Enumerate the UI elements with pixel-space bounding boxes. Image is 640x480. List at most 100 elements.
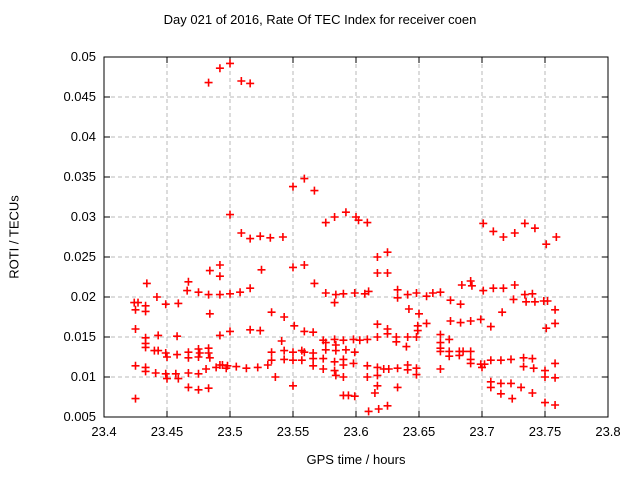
data-point-marker — [541, 398, 549, 407]
data-point-marker — [161, 349, 170, 357]
data-point-marker — [476, 315, 485, 324]
data-point-marker — [319, 354, 328, 363]
data-point-marker — [350, 289, 359, 297]
data-point-marker — [373, 381, 382, 390]
data-point-marker — [363, 373, 372, 381]
data-point-marker — [131, 325, 140, 333]
data-point-marker — [341, 208, 350, 217]
data-point-marker — [202, 365, 211, 373]
y-tick-label: 0.01 — [71, 369, 96, 384]
data-point-marker — [330, 357, 339, 366]
data-point-marker — [163, 353, 171, 361]
data-point-marker — [543, 297, 552, 305]
data-point-marker — [383, 248, 392, 257]
data-point-marker — [134, 298, 143, 307]
data-point-marker — [506, 379, 515, 388]
data-point-marker — [529, 364, 538, 373]
data-point-marker — [519, 353, 528, 362]
data-point-marker — [392, 337, 401, 346]
y-tick-label: 0.015 — [63, 329, 96, 344]
data-point-marker — [363, 218, 372, 227]
data-point-marker — [551, 373, 560, 382]
data-point-marker — [174, 374, 183, 383]
data-point-marker — [321, 289, 330, 297]
data-point-marker — [402, 342, 411, 351]
data-point-marker — [446, 296, 455, 305]
data-point-marker — [393, 285, 402, 294]
data-point-marker — [215, 331, 224, 340]
data-point-marker — [370, 389, 379, 397]
data-point-marker — [486, 356, 495, 365]
data-point-marker — [236, 288, 245, 297]
data-point-marker — [510, 229, 519, 237]
data-point-marker — [263, 361, 272, 369]
data-point-marker — [194, 353, 203, 361]
y-tick-label: 0.05 — [71, 49, 96, 64]
x-tick-label: 23.55 — [277, 424, 310, 439]
data-point-marker — [355, 336, 364, 345]
data-point-marker — [466, 277, 475, 285]
data-point-marker — [173, 332, 182, 341]
data-point-marker — [499, 233, 508, 241]
data-point-marker — [280, 346, 289, 355]
data-point-marker — [489, 227, 498, 236]
data-point-marker — [530, 297, 539, 306]
data-point-marker — [277, 337, 286, 345]
data-point-marker — [321, 345, 330, 354]
data-point-marker — [373, 333, 382, 341]
data-point-marker — [339, 289, 348, 298]
data-point-marker — [519, 362, 528, 371]
data-point-marker — [404, 305, 413, 313]
data-point-marker — [267, 356, 276, 365]
data-point-marker — [499, 284, 508, 293]
data-point-marker — [163, 374, 171, 383]
data-point-marker — [309, 354, 318, 363]
data-point-markers — [130, 59, 561, 416]
data-point-marker — [290, 321, 299, 330]
data-point-marker — [222, 364, 231, 373]
data-point-marker — [364, 407, 373, 416]
data-point-marker — [456, 300, 465, 309]
data-point-marker — [331, 371, 340, 380]
data-point-marker — [530, 224, 539, 233]
data-point-marker — [267, 348, 276, 357]
data-point-marker — [339, 373, 348, 381]
data-point-marker — [422, 319, 431, 328]
data-point-marker — [478, 363, 486, 372]
data-point-marker — [445, 352, 454, 361]
data-point-marker — [479, 286, 488, 295]
data-point-marker — [412, 370, 421, 379]
data-point-marker — [237, 77, 246, 85]
data-point-marker — [289, 348, 297, 357]
y-tick-label: 0.005 — [63, 409, 96, 424]
data-point-marker — [271, 373, 280, 381]
data-point-marker — [131, 394, 140, 403]
data-point-marker — [445, 335, 454, 344]
data-point-marker — [194, 385, 203, 394]
data-point-marker — [131, 361, 140, 370]
data-point-marker — [528, 289, 537, 298]
data-point-marker — [289, 381, 297, 390]
data-point-marker — [403, 333, 412, 341]
data-point-marker — [542, 240, 551, 249]
x-tick-label: 23.75 — [529, 424, 562, 439]
data-point-marker — [350, 348, 359, 357]
y-tick-label: 0.045 — [63, 89, 96, 104]
data-point-marker — [194, 345, 203, 353]
data-point-marker — [436, 288, 445, 297]
data-point-marker — [310, 186, 319, 195]
data-point-marker — [457, 281, 466, 289]
data-point-marker — [496, 379, 505, 388]
data-point-marker — [257, 265, 266, 274]
data-point-marker — [403, 365, 412, 374]
data-point-marker — [528, 389, 537, 397]
data-point-marker — [415, 309, 423, 318]
data-point-marker — [194, 288, 203, 297]
x-tick-label: 23.4 — [91, 424, 116, 439]
data-point-marker — [309, 361, 318, 370]
data-point-marker — [528, 354, 537, 363]
data-point-marker — [466, 359, 475, 368]
data-point-marker — [321, 218, 330, 227]
chart-title: Day 021 of 2016, Rate Of TEC Index for r… — [163, 12, 477, 27]
